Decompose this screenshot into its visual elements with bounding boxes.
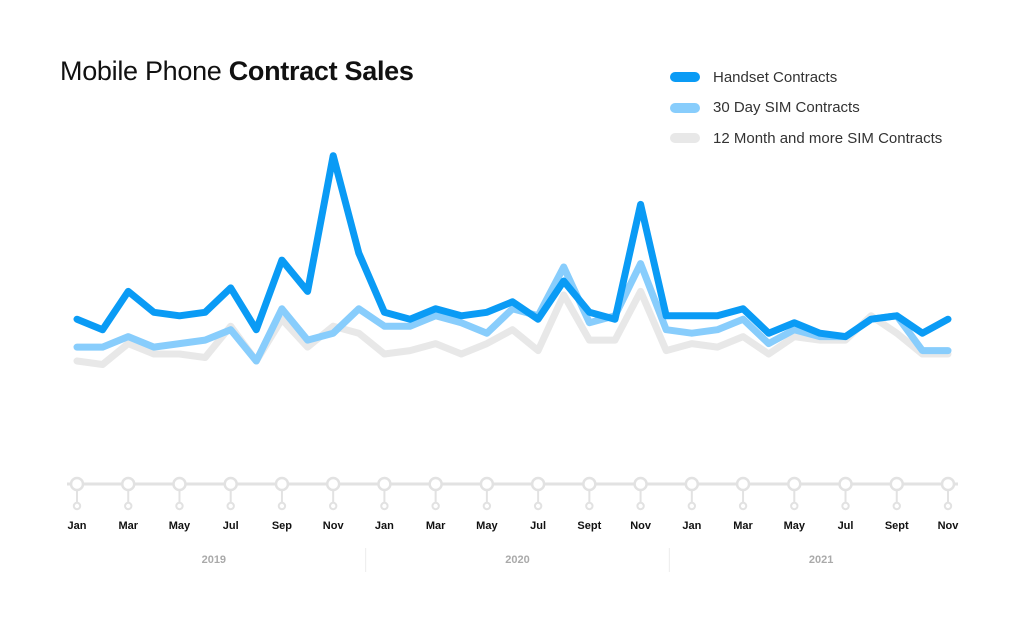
- legend: Handset Contracts 30 Day SIM Contracts 1…: [670, 62, 942, 154]
- x-tick-label: Jan: [682, 520, 701, 532]
- x-tick-label: Sept: [577, 520, 601, 532]
- timeline-stem-dot-icon: [380, 501, 389, 511]
- legend-swatch-12month: [670, 133, 700, 144]
- timeline-node-icon: [377, 476, 392, 492]
- legend-item-12month: 12 Month and more SIM Contracts: [670, 123, 942, 154]
- year-label: 2020: [505, 554, 529, 566]
- timeline-node-icon: [633, 476, 648, 492]
- chart-title-bold: Contract Sales: [228, 56, 414, 86]
- x-tick-label: Mar: [118, 520, 138, 532]
- timeline-node-icon: [530, 476, 546, 492]
- timeline-stem-dot-icon: [482, 501, 492, 511]
- x-tick-label: May: [784, 520, 806, 532]
- timeline-node-icon: [479, 476, 495, 492]
- timeline-stem-dot-icon: [841, 501, 850, 511]
- timeline-stem-dot-icon: [790, 501, 799, 511]
- timeline-node-icon: [684, 476, 700, 492]
- x-tick-label: Mar: [426, 520, 446, 532]
- timeline-stem-dot-icon: [328, 501, 338, 511]
- x-tick-label: Nov: [630, 520, 652, 532]
- x-tick-label: May: [169, 520, 191, 532]
- year-label: 2019: [202, 554, 226, 566]
- timeline-node-icon: [889, 476, 905, 492]
- x-tick-label: Jul: [223, 520, 239, 532]
- year-label: 2021: [809, 554, 833, 566]
- timeline-node-icon: [940, 476, 956, 492]
- timeline-stem-dot-icon: [636, 501, 645, 511]
- legend-item-30day: 30 Day SIM Contracts: [670, 93, 942, 124]
- x-tick-label: Jul: [838, 520, 854, 532]
- timeline-stem-dot-icon: [175, 501, 184, 511]
- x-tick-label: Jan: [375, 520, 394, 532]
- legend-item-handset: Handset Contracts: [670, 62, 942, 93]
- timeline-stem-dot-icon: [738, 501, 748, 511]
- timeline-node-icon: [428, 476, 443, 492]
- timeline-stem-dot-icon: [585, 501, 594, 511]
- series-line-0: [73, 152, 952, 341]
- x-tick-label: Jan: [68, 520, 87, 532]
- legend-label-12month: 12 Month and more SIM Contracts: [713, 129, 943, 147]
- x-tick-label: Mar: [733, 520, 753, 532]
- timeline-stem-dot-icon: [72, 501, 82, 511]
- timeline-node-icon: [582, 476, 597, 492]
- timeline-stem-dot-icon: [431, 501, 440, 511]
- x-tick-label: Nov: [938, 520, 960, 532]
- chart-title: Mobile Phone Contract Sales: [60, 56, 414, 87]
- timeline-node-icon: [838, 476, 853, 492]
- timeline-stem-dot-icon: [277, 501, 287, 511]
- timeline-node-icon: [274, 476, 290, 492]
- legend-swatch-30day: [670, 102, 700, 113]
- x-tick-label: Sept: [885, 520, 909, 532]
- timeline-node-icon: [120, 476, 136, 492]
- timeline-node-icon: [787, 476, 802, 492]
- legend-label-30day: 30 Day SIM Contracts: [713, 99, 860, 117]
- x-tick-label: Jul: [530, 520, 546, 532]
- timeline-stem-dot-icon: [533, 501, 543, 511]
- timeline-stem-dot-icon: [124, 501, 133, 511]
- timeline-stem-dot-icon: [943, 501, 953, 511]
- timeline-node-icon: [223, 476, 238, 492]
- timeline-node-icon: [325, 476, 341, 492]
- x-tick-label: May: [476, 520, 498, 532]
- chart-title-light: Mobile Phone: [60, 56, 222, 86]
- timeline-node-icon: [172, 476, 187, 492]
- timeline-stem-dot-icon: [892, 501, 901, 511]
- series-line-1: [73, 260, 952, 365]
- timeline-node-icon: [735, 476, 751, 492]
- x-tick-label: Sep: [272, 520, 292, 532]
- timeline-node-icon: [69, 476, 85, 492]
- legend-label-handset: Handset Contracts: [713, 68, 838, 86]
- legend-swatch-handset: [670, 72, 700, 83]
- timeline-stem-dot-icon: [687, 501, 697, 511]
- x-tick-label: Nov: [323, 520, 345, 532]
- timeline-stem-dot-icon: [226, 501, 235, 511]
